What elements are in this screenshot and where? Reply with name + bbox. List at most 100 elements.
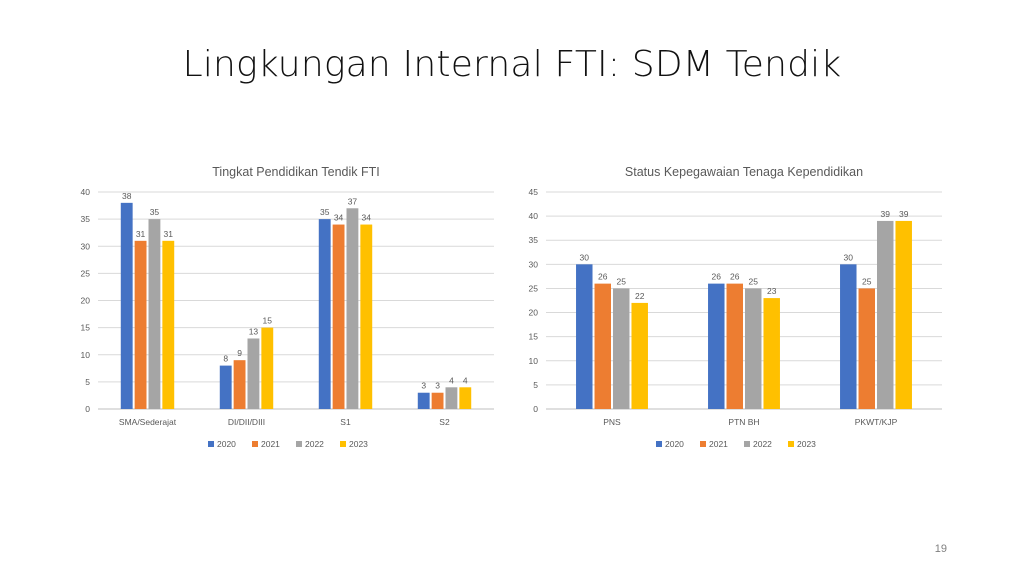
chart-employment-status: Status Kepegawaian Tenaga Kependidikan 0 5… bbox=[496, 150, 976, 470]
bar-di-dii-diii-2021 bbox=[233, 360, 246, 409]
category-label: SMA/Sederajat bbox=[119, 417, 177, 427]
bar-s1-2023 bbox=[360, 224, 373, 409]
bar-pkwt-kjp-2021 bbox=[858, 288, 875, 409]
y-tick-label: 15 bbox=[529, 332, 539, 342]
data-label: 38 bbox=[122, 191, 132, 201]
bar-pns-2021 bbox=[594, 283, 611, 409]
legend-label: 2021 bbox=[261, 439, 280, 449]
data-label: 39 bbox=[881, 209, 891, 219]
education-bar-chart: Tingkat Pendidikan Tendik FTI 0 5 10 15 20 25 3… bbox=[81, 165, 494, 449]
bar-pkwt-kjp-2020 bbox=[840, 264, 857, 409]
category-label: S1 bbox=[340, 417, 351, 427]
page-number: 19 bbox=[934, 543, 947, 555]
y-tick-label: 20 bbox=[81, 296, 91, 306]
legend-swatch-2023 bbox=[788, 441, 794, 447]
data-label: 30 bbox=[844, 252, 854, 262]
y-tick-label: 25 bbox=[529, 283, 539, 293]
legend-swatch-2021 bbox=[700, 441, 706, 447]
legend-swatch-2022 bbox=[744, 441, 750, 447]
legend-swatch-2020 bbox=[656, 441, 662, 447]
legend-label: 2023 bbox=[797, 439, 816, 449]
bar-di-dii-diii-2023 bbox=[261, 327, 274, 409]
legend-label: 2023 bbox=[349, 439, 368, 449]
y-tick-label: 10 bbox=[529, 356, 539, 366]
legend-label: 2020 bbox=[665, 439, 684, 449]
data-label: 22 bbox=[635, 291, 645, 301]
bar-ptn-bh-2021 bbox=[726, 283, 743, 409]
data-label: 4 bbox=[449, 375, 454, 385]
bar-di-dii-diii-2020 bbox=[219, 365, 232, 409]
employment-bar-chart: Status Kepegawaian Tenaga Kependidikan 0 5… bbox=[529, 165, 942, 449]
data-label: 30 bbox=[580, 252, 590, 262]
bar-sma-sederajat-2020 bbox=[120, 202, 133, 409]
y-tick-label: 20 bbox=[529, 308, 539, 318]
data-label: 9 bbox=[237, 348, 242, 358]
data-label: 8 bbox=[223, 354, 228, 364]
legend-label: 2022 bbox=[753, 439, 772, 449]
data-label: 37 bbox=[348, 196, 358, 206]
data-label: 3 bbox=[435, 381, 440, 391]
y-tick-label: 40 bbox=[529, 211, 539, 221]
data-label: 25 bbox=[862, 276, 872, 286]
data-label: 13 bbox=[249, 326, 259, 336]
data-label: 26 bbox=[730, 272, 740, 282]
data-label: 35 bbox=[150, 207, 160, 217]
category-label: PNS bbox=[603, 417, 621, 427]
y-tick-label: 5 bbox=[85, 377, 90, 387]
slide-title: Lingkungan Internal FTI: SDM Tendik bbox=[182, 44, 842, 85]
data-label: 34 bbox=[362, 213, 372, 223]
bar-sma-sederajat-2021 bbox=[134, 240, 147, 409]
category-label: S2 bbox=[439, 417, 450, 427]
bar-s2-2022 bbox=[445, 387, 458, 409]
y-tick-label: 40 bbox=[81, 187, 91, 197]
bar-s1-2022 bbox=[346, 208, 359, 409]
data-label: 34 bbox=[334, 213, 344, 223]
y-tick-label: 0 bbox=[85, 404, 90, 414]
bar-ptn-bh-2022 bbox=[745, 288, 762, 409]
y-tick-label: 25 bbox=[81, 268, 91, 278]
bar-s1-2021 bbox=[332, 224, 345, 409]
bar-ptn-bh-2020 bbox=[708, 283, 725, 409]
legend-swatch-2023 bbox=[340, 441, 346, 447]
bar-s2-2023 bbox=[459, 387, 472, 409]
bar-pkwt-kjp-2023 bbox=[895, 220, 912, 409]
y-tick-label: 35 bbox=[529, 235, 539, 245]
y-tick-label: 0 bbox=[533, 404, 538, 414]
bar-di-dii-diii-2022 bbox=[247, 338, 260, 409]
y-tick-label: 10 bbox=[81, 350, 91, 360]
data-label: 4 bbox=[463, 375, 468, 385]
data-label: 15 bbox=[263, 316, 273, 326]
legend-swatch-2021 bbox=[252, 441, 258, 447]
category-label: DI/DII/DIII bbox=[228, 417, 265, 427]
y-tick-label: 45 bbox=[529, 187, 539, 197]
bar-pkwt-kjp-2022 bbox=[877, 220, 894, 409]
y-tick-label: 35 bbox=[81, 214, 91, 224]
data-label: 25 bbox=[617, 276, 627, 286]
y-tick-label: 30 bbox=[81, 241, 91, 251]
chart-title: Status Kepegawaian Tenaga Kependidikan bbox=[625, 165, 863, 179]
data-label: 35 bbox=[320, 207, 330, 217]
y-tick-label: 15 bbox=[81, 323, 91, 333]
chart-title: Tingkat Pendidikan Tendik FTI bbox=[212, 165, 379, 179]
category-label: PKWT/KJP bbox=[855, 417, 898, 427]
bar-s2-2021 bbox=[431, 392, 444, 409]
bar-pns-2022 bbox=[613, 288, 630, 409]
data-label: 31 bbox=[136, 229, 146, 239]
data-label: 26 bbox=[712, 272, 722, 282]
bar-sma-sederajat-2023 bbox=[162, 240, 175, 409]
data-label: 3 bbox=[421, 381, 426, 391]
bar-s2-2020 bbox=[417, 392, 430, 409]
legend-label: 2020 bbox=[217, 439, 236, 449]
y-tick-label: 30 bbox=[529, 259, 539, 269]
y-tick-label: 5 bbox=[533, 380, 538, 390]
bar-sma-sederajat-2022 bbox=[148, 219, 161, 409]
bar-s1-2020 bbox=[318, 219, 331, 409]
legend-swatch-2022 bbox=[296, 441, 302, 447]
data-label: 26 bbox=[598, 272, 608, 282]
data-label: 25 bbox=[749, 276, 759, 286]
bar-ptn-bh-2023 bbox=[763, 298, 780, 409]
data-label: 31 bbox=[164, 229, 174, 239]
category-label: PTN BH bbox=[728, 417, 759, 427]
chart-education-level: Tingkat Pendidikan Tendik FTI 0 5 10 15 20 25 3… bbox=[60, 150, 540, 470]
legend-label: 2022 bbox=[305, 439, 324, 449]
